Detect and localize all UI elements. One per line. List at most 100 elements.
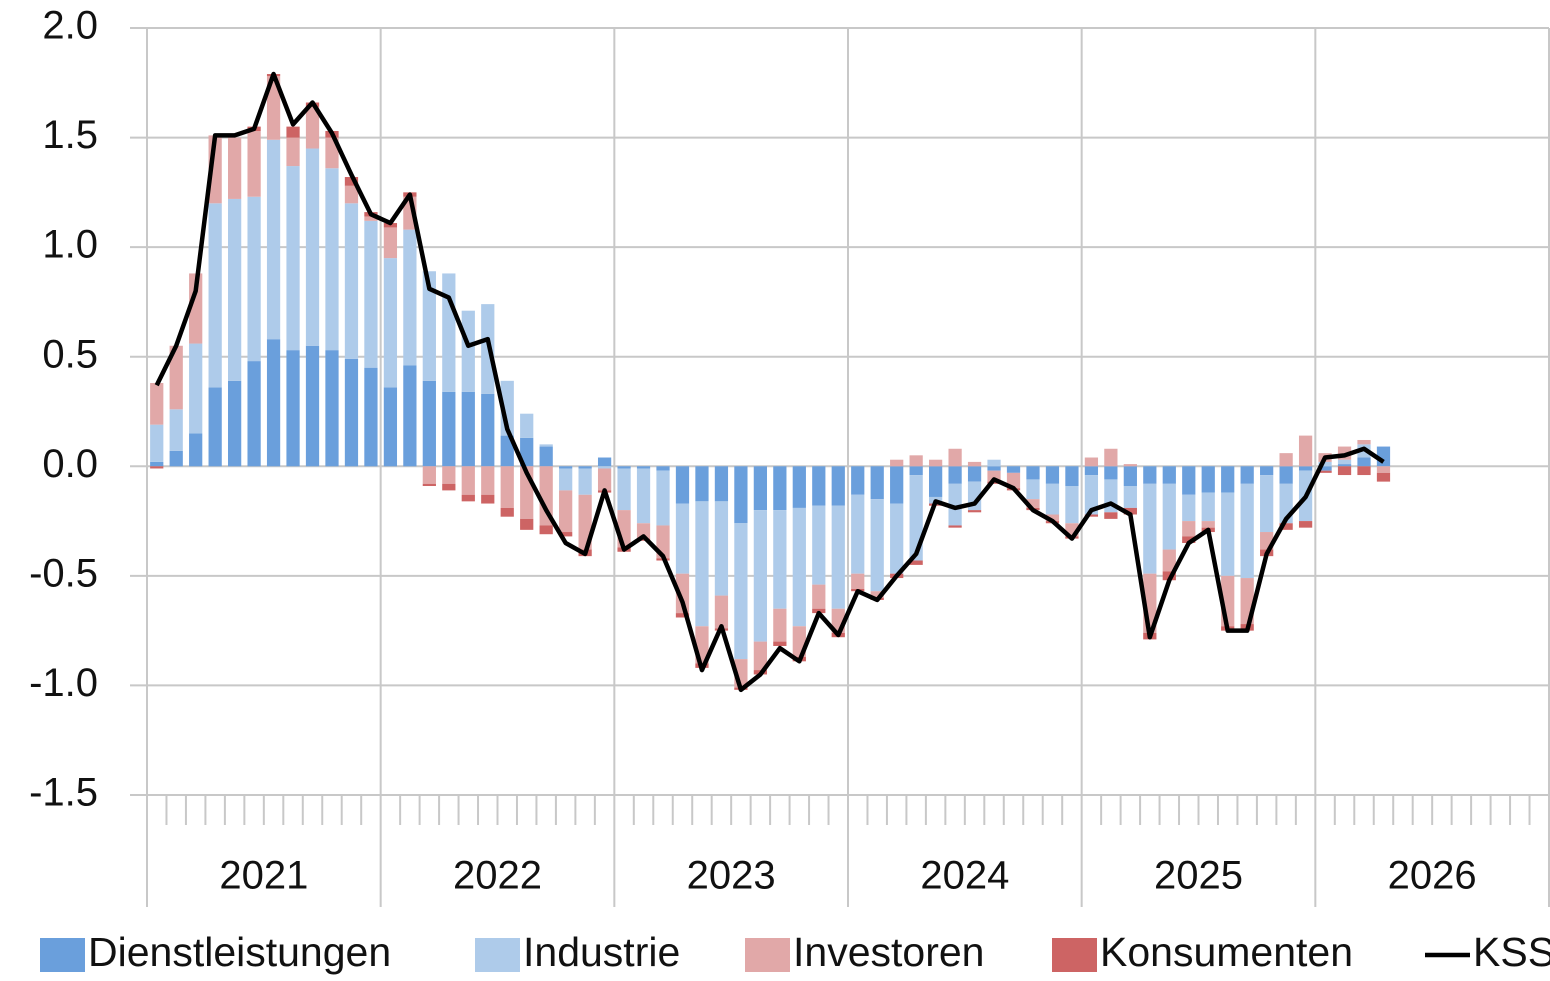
bar-segment xyxy=(617,466,631,469)
bar-segment xyxy=(228,198,242,381)
bar-segment xyxy=(812,584,826,609)
bar-segment xyxy=(1240,466,1254,484)
bar-segment xyxy=(597,468,612,491)
bar-segment xyxy=(247,130,261,197)
bar-segment xyxy=(675,573,690,614)
bar-segment xyxy=(520,518,534,530)
bar-segment xyxy=(967,466,982,482)
bar-segment xyxy=(1006,466,1021,473)
bar-segment xyxy=(792,507,806,627)
legend-swatch xyxy=(745,938,790,972)
bar-segment xyxy=(578,466,592,469)
bar-segment xyxy=(1162,466,1176,484)
bar-segment xyxy=(520,437,534,467)
bar-segment xyxy=(539,444,553,447)
bar-segment xyxy=(773,608,787,642)
bar-segment xyxy=(1337,459,1352,465)
bar-segment xyxy=(714,501,729,596)
bar-segment xyxy=(422,380,436,467)
bar-segment xyxy=(1357,439,1371,445)
bar-segment xyxy=(578,468,592,495)
bar-segment xyxy=(266,339,281,467)
bar-segment xyxy=(247,196,261,362)
bar-segment xyxy=(500,435,514,467)
bar-segment xyxy=(364,216,378,221)
bar-segment xyxy=(286,126,300,138)
bar-segment xyxy=(870,591,884,598)
bar-segment xyxy=(422,483,436,487)
bar-segment xyxy=(1162,549,1176,572)
legend-swatch xyxy=(1052,938,1097,972)
y-tick-label: -1.0 xyxy=(29,661,98,705)
bar-segment xyxy=(305,148,320,346)
bar-segment xyxy=(403,365,417,467)
x-group-label: 2023 xyxy=(687,854,776,898)
bar-segment xyxy=(559,490,573,533)
bar-segment xyxy=(948,466,962,484)
bar-segment xyxy=(597,457,612,467)
bar-segment xyxy=(987,459,1001,467)
bar-segment xyxy=(656,470,670,526)
bar-segment xyxy=(150,383,164,425)
bar-segment xyxy=(500,507,514,517)
legend-label: Dienstleistungen xyxy=(88,929,391,975)
bar-segment xyxy=(1357,466,1371,476)
bar-segment xyxy=(1376,472,1391,482)
bar-segment xyxy=(597,466,612,469)
bar-segment xyxy=(1045,466,1060,484)
bar-segment xyxy=(1376,466,1391,473)
bar-segment xyxy=(539,525,553,535)
bar-segment xyxy=(364,367,378,467)
bar-segment xyxy=(1201,466,1215,493)
bar-segment xyxy=(403,229,417,366)
bar-segment xyxy=(169,409,183,451)
bar-segment xyxy=(150,461,164,467)
bar-segment xyxy=(442,483,456,491)
bar-segment xyxy=(305,345,320,467)
legend-label: Investoren xyxy=(793,929,984,975)
bar-segment xyxy=(383,227,398,259)
bar-segment xyxy=(461,391,475,467)
y-tick-label: 1.0 xyxy=(42,223,98,267)
bar-segment xyxy=(520,413,534,438)
bar-segment xyxy=(1084,466,1099,476)
bar-segment xyxy=(831,505,845,609)
bar-segment xyxy=(481,466,495,495)
bar-segment xyxy=(500,466,514,508)
legend-label: Konsumenten xyxy=(1100,929,1353,975)
bar-segment xyxy=(1065,486,1079,524)
bar-segment xyxy=(967,510,982,513)
bar-segment xyxy=(1279,453,1293,467)
bar-segment xyxy=(812,505,826,585)
bar-segment xyxy=(1318,470,1332,473)
bar-segment xyxy=(753,510,767,642)
bar-segment xyxy=(773,466,787,511)
bar-segment xyxy=(1182,494,1196,522)
bar-segment xyxy=(695,501,709,627)
x-group-label: 2025 xyxy=(1154,854,1243,898)
y-tick-label: 0.0 xyxy=(42,442,98,486)
bar-segment xyxy=(383,258,398,388)
bar-segment xyxy=(1123,486,1137,508)
bar-segment xyxy=(1201,521,1215,528)
bar-segment xyxy=(344,358,359,467)
bar-segment xyxy=(559,466,573,469)
bar-segment xyxy=(1337,466,1352,476)
bar-segment xyxy=(909,466,923,476)
bar-segment xyxy=(617,468,631,511)
y-tick-label: 2.0 xyxy=(42,4,98,48)
bar-segment xyxy=(734,523,748,660)
bar-segment xyxy=(150,466,164,469)
bar-segment xyxy=(422,466,436,484)
bar-segment xyxy=(851,573,865,590)
bar-segment xyxy=(948,483,962,526)
bar-segment xyxy=(1337,464,1352,467)
bar-segment xyxy=(442,466,456,484)
bar-segment xyxy=(539,466,553,526)
bar-segment xyxy=(714,595,729,629)
bar-segment xyxy=(461,310,475,392)
bar-segment xyxy=(1201,492,1215,522)
bar-segment xyxy=(559,468,573,491)
bar-segment xyxy=(890,466,904,504)
bar-segment xyxy=(286,137,300,167)
